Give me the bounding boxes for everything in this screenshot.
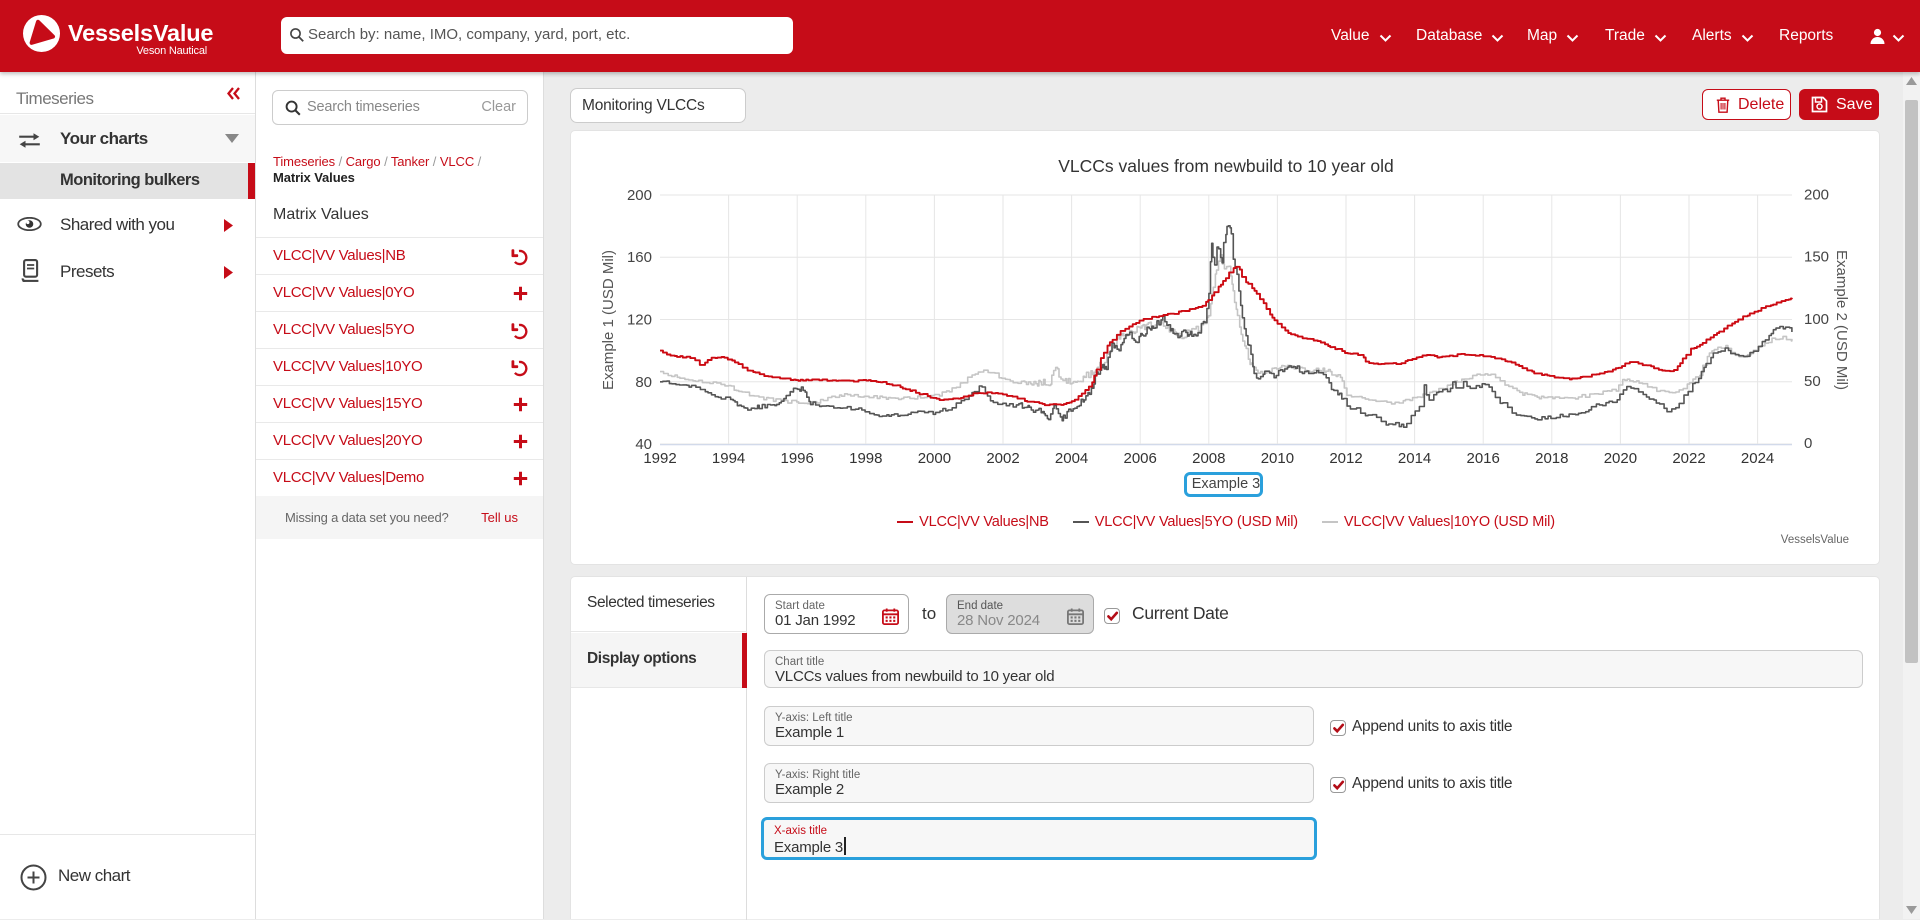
svg-text:2024: 2024 xyxy=(1741,450,1774,467)
svg-text:100: 100 xyxy=(1804,311,1829,328)
svg-text:Example 2 (USD Mil): Example 2 (USD Mil) xyxy=(1833,250,1850,390)
svg-text:40: 40 xyxy=(635,436,652,453)
svg-text:2008: 2008 xyxy=(1192,450,1225,467)
svg-text:150: 150 xyxy=(1804,249,1829,266)
svg-text:50: 50 xyxy=(1804,373,1821,390)
svg-text:2002: 2002 xyxy=(986,450,1019,467)
svg-text:80: 80 xyxy=(635,374,652,391)
svg-text:2020: 2020 xyxy=(1604,450,1637,467)
svg-text:1998: 1998 xyxy=(849,450,882,467)
svg-text:2010: 2010 xyxy=(1261,450,1294,467)
svg-text:1994: 1994 xyxy=(712,450,745,467)
svg-text:2018: 2018 xyxy=(1535,450,1568,467)
svg-text:2016: 2016 xyxy=(1467,450,1500,467)
svg-text:2006: 2006 xyxy=(1124,450,1157,467)
svg-text:1996: 1996 xyxy=(781,450,814,467)
svg-text:160: 160 xyxy=(627,249,652,266)
svg-text:200: 200 xyxy=(627,187,652,204)
svg-text:200: 200 xyxy=(1804,187,1829,204)
svg-text:2022: 2022 xyxy=(1672,450,1705,467)
svg-text:120: 120 xyxy=(627,312,652,329)
svg-text:1992: 1992 xyxy=(643,450,676,467)
svg-text:2000: 2000 xyxy=(918,450,951,467)
svg-text:Example 1 (USD Mil): Example 1 (USD Mil) xyxy=(600,250,617,390)
svg-text:2012: 2012 xyxy=(1329,450,1362,467)
svg-text:0: 0 xyxy=(1804,435,1812,452)
svg-text:2014: 2014 xyxy=(1398,450,1431,467)
svg-text:2004: 2004 xyxy=(1055,450,1088,467)
